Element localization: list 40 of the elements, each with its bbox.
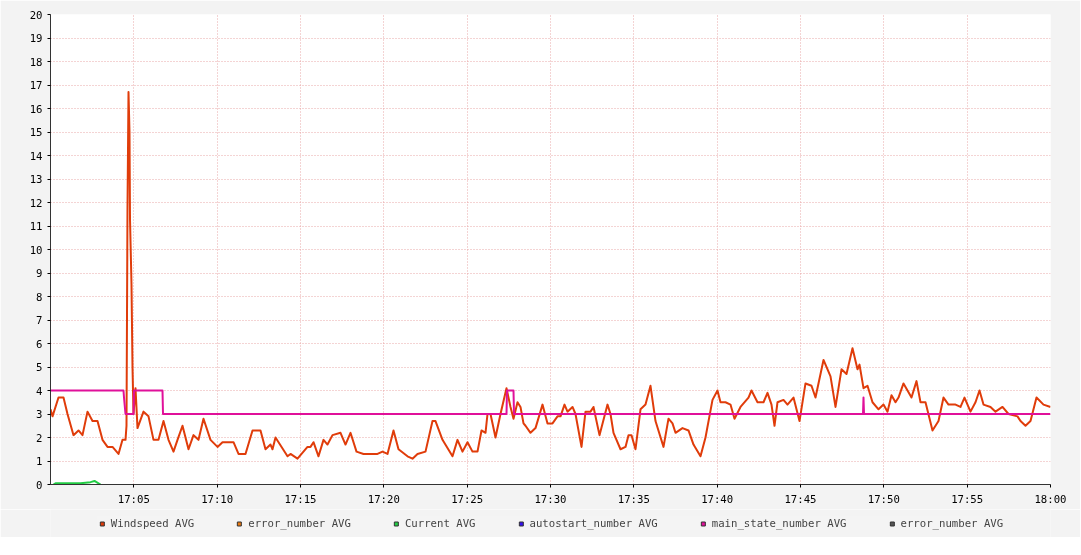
x-tick-label: 17:35: [617, 492, 650, 506]
y-tick-label: 19: [29, 32, 43, 45]
y-tick-label: 14: [29, 149, 43, 163]
legend-label: autostart_number AVG: [529, 516, 658, 530]
y-tick-label: 12: [29, 196, 43, 210]
x-tick-label: 17:05: [117, 492, 150, 506]
y-tick-label: 9: [36, 267, 43, 280]
x-tick-label: 17:45: [784, 492, 817, 506]
x-tick-label: 17:20: [367, 492, 400, 506]
y-tick-label: 8: [36, 290, 43, 304]
x-tick-label: 17:25: [451, 492, 484, 506]
legend-label: Windspeed AVG: [110, 516, 195, 530]
y-tick-label: 3: [36, 408, 43, 421]
legend-label: error_number AVG: [900, 516, 1004, 530]
y-tick-label: 2: [36, 431, 43, 445]
y-tick-label: 20: [29, 8, 43, 22]
legend-label: main_state_number AVG: [711, 516, 847, 530]
x-tick-label: 17:15: [284, 492, 317, 506]
y-tick-label: 17: [29, 79, 43, 92]
y-tick-label: 16: [29, 102, 43, 116]
y-tick-label: 15: [29, 126, 43, 139]
x-tick-label: 17:40: [701, 492, 734, 506]
y-tick-label: 1: [36, 455, 43, 468]
y-tick-label: 13: [29, 173, 43, 186]
y-tick-label: 11: [29, 220, 43, 233]
x-tick-label: 17:55: [951, 492, 984, 506]
y-tick-label: 6: [36, 337, 43, 351]
legend-label: Current AVG: [404, 516, 476, 530]
x-tick-label: 17:30: [534, 492, 567, 506]
y-tick-label: 7: [36, 314, 43, 327]
y-tick-label: 18: [29, 55, 43, 69]
line-series: [50, 91, 1051, 460]
y-tick-label: 4: [36, 384, 43, 398]
x-tick-label: 17:50: [867, 492, 900, 506]
y-tick-label: 10: [29, 243, 43, 257]
x-tick-label: 17:10: [201, 492, 234, 506]
x-tick-label: 18:00: [1034, 492, 1067, 506]
legend-label: error_number AVG: [248, 516, 351, 530]
y-tick-label: 5: [36, 361, 43, 374]
y-tick-label: 0: [36, 478, 43, 492]
